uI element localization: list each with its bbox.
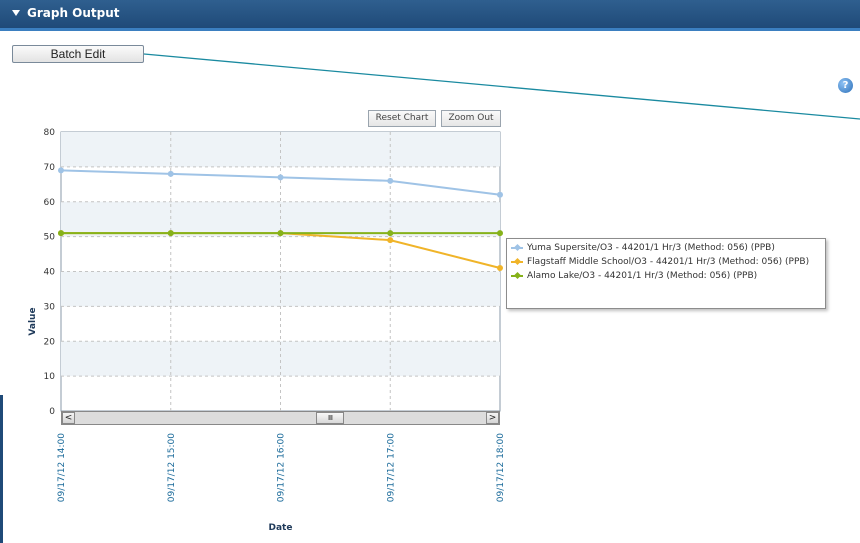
panel-title: Graph Output: [27, 6, 120, 20]
legend-swatch: [511, 247, 523, 249]
batch-edit-button[interactable]: Batch Edit: [12, 45, 144, 63]
scroll-right-arrow-icon[interactable]: >: [486, 412, 499, 424]
connector-line: [143, 53, 860, 120]
graph-output-header[interactable]: Graph Output: [0, 0, 860, 31]
scroll-thumb[interactable]: IIII: [316, 412, 344, 424]
data-point[interactable]: [167, 170, 174, 177]
data-point[interactable]: [277, 230, 284, 237]
legend-label: Flagstaff Middle School/O3 - 44201/1 Hr/…: [527, 257, 810, 267]
reset-chart-button[interactable]: Reset Chart: [368, 110, 436, 127]
y-tick-label: 50: [44, 233, 56, 243]
x-tick-label: 09/17/12 17:00: [386, 433, 396, 502]
data-point[interactable]: [387, 177, 394, 184]
y-axis-label: Value: [28, 307, 38, 335]
y-tick-label: 70: [44, 163, 56, 173]
scroll-left-arrow-icon[interactable]: <: [62, 412, 75, 424]
collapse-triangle-icon[interactable]: [12, 10, 20, 16]
data-point[interactable]: [58, 230, 64, 237]
plot-band: [61, 132, 500, 167]
data-point[interactable]: [497, 230, 503, 237]
data-point[interactable]: [497, 191, 503, 198]
plot-band: [61, 341, 500, 377]
help-icon[interactable]: ?: [838, 78, 853, 93]
data-point[interactable]: [387, 230, 394, 237]
legend-label: Alamo Lake/O3 - 44201/1 Hr/3 (Method: 05…: [527, 271, 758, 281]
left-edge-bar: [0, 395, 3, 543]
y-tick-label: 0: [49, 407, 55, 417]
chart-legend: Yuma Supersite/O3 - 44201/1 Hr/3 (Method…: [506, 238, 826, 309]
y-tick-label: 20: [44, 337, 56, 347]
x-tick-label: 09/17/12 15:00: [167, 433, 177, 502]
data-point[interactable]: [167, 230, 174, 237]
data-point[interactable]: [277, 174, 284, 181]
x-tick-label: 09/17/12 18:00: [496, 433, 506, 502]
y-tick-label: 80: [44, 128, 56, 138]
y-tick-label: 10: [44, 372, 56, 382]
data-point[interactable]: [387, 237, 394, 244]
y-tick-label: 30: [44, 302, 56, 312]
legend-swatch: [511, 261, 523, 263]
y-tick-label: 60: [44, 198, 56, 208]
x-tick-label: 09/17/12 16:00: [277, 433, 287, 502]
legend-item[interactable]: Yuma Supersite/O3 - 44201/1 Hr/3 (Method…: [511, 242, 821, 254]
data-point[interactable]: [58, 167, 64, 174]
legend-swatch: [511, 275, 523, 277]
y-tick-label: 40: [44, 268, 56, 278]
chart-scrollbar[interactable]: < IIII >: [61, 411, 500, 425]
zoom-out-button[interactable]: Zoom Out: [441, 110, 501, 127]
x-tick-label: 09/17/12 14:00: [57, 433, 67, 502]
legend-item[interactable]: Flagstaff Middle School/O3 - 44201/1 Hr/…: [511, 256, 821, 268]
x-axis-label: Date: [269, 523, 293, 533]
legend-item[interactable]: Alamo Lake/O3 - 44201/1 Hr/3 (Method: 05…: [511, 270, 821, 282]
legend-label: Yuma Supersite/O3 - 44201/1 Hr/3 (Method…: [527, 243, 775, 253]
data-point[interactable]: [497, 265, 503, 272]
